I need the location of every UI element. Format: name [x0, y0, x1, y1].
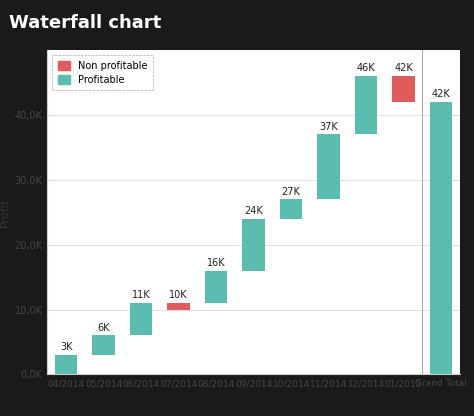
- Bar: [167, 303, 190, 310]
- Text: 16K: 16K: [207, 258, 226, 268]
- Bar: [317, 134, 340, 199]
- Bar: [392, 76, 415, 102]
- Text: 42K: 42K: [432, 89, 450, 99]
- Text: 37K: 37K: [319, 122, 338, 132]
- Y-axis label: Profit: Profit: [0, 198, 10, 227]
- Legend: Non profitable, Profitable: Non profitable, Profitable: [52, 55, 153, 90]
- Text: 10K: 10K: [169, 290, 188, 300]
- Bar: [130, 303, 152, 335]
- Text: Waterfall chart: Waterfall chart: [9, 14, 162, 32]
- Text: 46K: 46K: [357, 63, 375, 73]
- Text: 24K: 24K: [244, 206, 263, 216]
- Text: 3K: 3K: [60, 342, 73, 352]
- Bar: [242, 219, 265, 270]
- Text: 42K: 42K: [394, 63, 413, 73]
- Bar: [280, 199, 302, 219]
- Bar: [92, 335, 115, 355]
- Text: 11K: 11K: [132, 290, 150, 300]
- Bar: [205, 270, 228, 303]
- Bar: [55, 355, 77, 374]
- Bar: [430, 102, 452, 374]
- Text: 6K: 6K: [97, 323, 110, 333]
- Bar: [355, 76, 377, 134]
- Text: 27K: 27K: [282, 187, 301, 197]
